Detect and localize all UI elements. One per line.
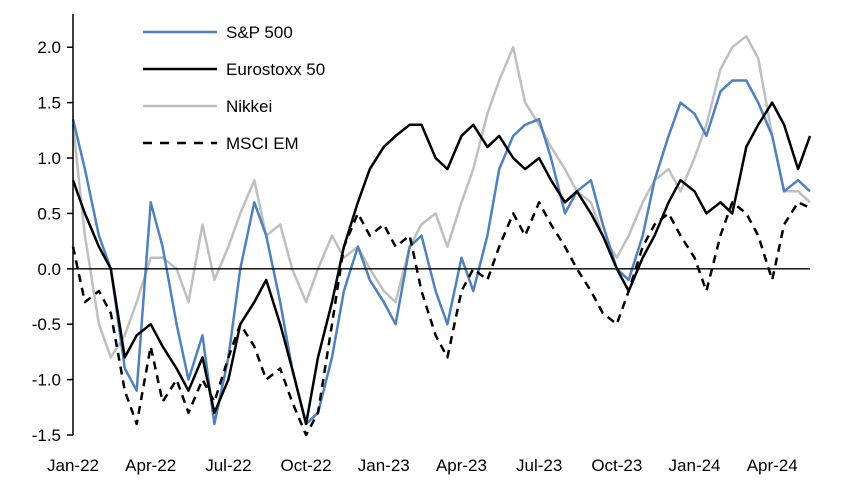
series-line-s-p-500: [73, 81, 810, 424]
x-tick-label: Jul-23: [516, 456, 562, 475]
legend-label: Eurostoxx 50: [226, 60, 325, 79]
y-tick-label: -1.5: [32, 426, 61, 445]
y-ticks: 2.0 1.5 1.0 0.5 0.0 -0.5 -1.0 -1.5: [32, 38, 73, 445]
legend: S&P 500 Eurostoxx 50 Nikkei MSCI EM: [143, 23, 325, 153]
y-tick-label: -1.0: [32, 371, 61, 390]
x-tick-label: Jan-22: [47, 456, 99, 475]
y-tick-label: -0.5: [32, 315, 61, 334]
x-tick-label: Oct-23: [591, 456, 642, 475]
x-ticks: Jan-22 Apr-22 Jul-22 Oct-22 Jan-23 Apr-23 Jul-…: [47, 456, 798, 475]
y-tick-label: 0.0: [37, 260, 61, 279]
legend-item: S&P 500: [143, 23, 293, 42]
legend-item: MSCI EM: [143, 134, 299, 153]
x-tick-label: Apr-22: [125, 456, 176, 475]
legend-label: Nikkei: [226, 97, 272, 116]
x-tick-label: Oct-22: [281, 456, 332, 475]
x-tick-label: Jan-24: [669, 456, 721, 475]
legend-label: S&P 500: [226, 23, 293, 42]
series-line-eurostoxx-50: [73, 103, 810, 424]
y-tick-label: 1.5: [37, 94, 61, 113]
x-tick-label: Jul-22: [205, 456, 251, 475]
y-tick-label: 1.0: [37, 149, 61, 168]
legend-item: Nikkei: [143, 97, 272, 116]
y-tick-label: 0.5: [37, 204, 61, 223]
series-line-msci-em: [73, 202, 810, 435]
legend-item: Eurostoxx 50: [143, 60, 325, 79]
legend-label: MSCI EM: [226, 134, 299, 153]
series-layer: [73, 36, 810, 435]
x-tick-label: Jan-23: [358, 456, 410, 475]
x-tick-label: Apr-24: [747, 456, 798, 475]
x-tick-label: Apr-23: [436, 456, 487, 475]
y-tick-label: 2.0: [37, 38, 61, 57]
